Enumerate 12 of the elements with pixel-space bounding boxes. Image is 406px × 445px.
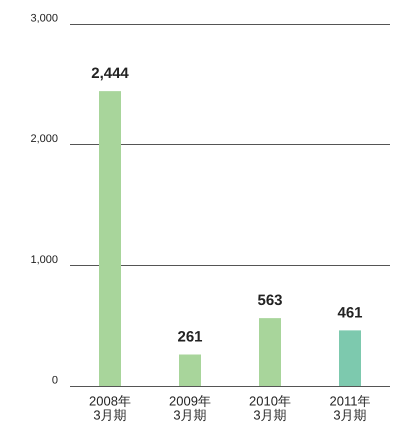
data-label: 461 bbox=[337, 304, 363, 322]
x-tick-label: 2011年 3月期 bbox=[330, 394, 370, 422]
x-tick-label: 2009年 3月期 bbox=[169, 394, 211, 422]
x-tick-label: 2010年 3月期 bbox=[249, 394, 291, 422]
data-label: 563 bbox=[257, 292, 283, 310]
x-tick-label: 2008年 3月期 bbox=[89, 394, 131, 422]
data-label: 2,444 bbox=[91, 65, 130, 82]
y-tick-label: 1,000 bbox=[30, 254, 58, 266]
y-tick-label: 2,000 bbox=[30, 133, 58, 146]
y-tick-label: 3,000 bbox=[30, 12, 58, 24]
data-label: 261 bbox=[177, 328, 203, 346]
y-tick-label: 0 bbox=[52, 374, 58, 386]
